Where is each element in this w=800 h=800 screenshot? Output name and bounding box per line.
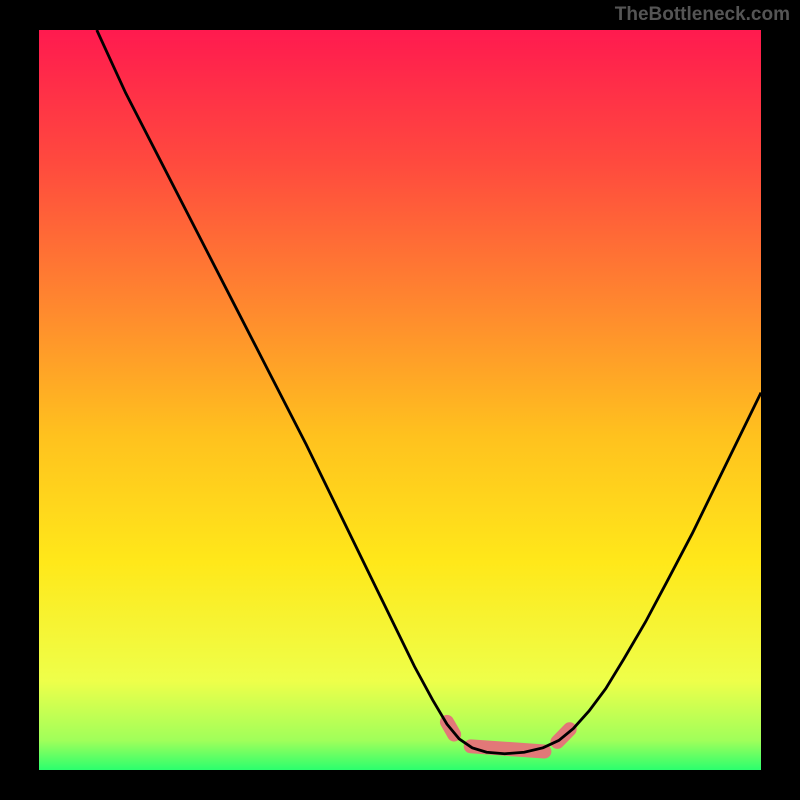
watermark-text: TheBottleneck.com: [615, 4, 790, 26]
plot-gradient-area: [39, 30, 761, 770]
